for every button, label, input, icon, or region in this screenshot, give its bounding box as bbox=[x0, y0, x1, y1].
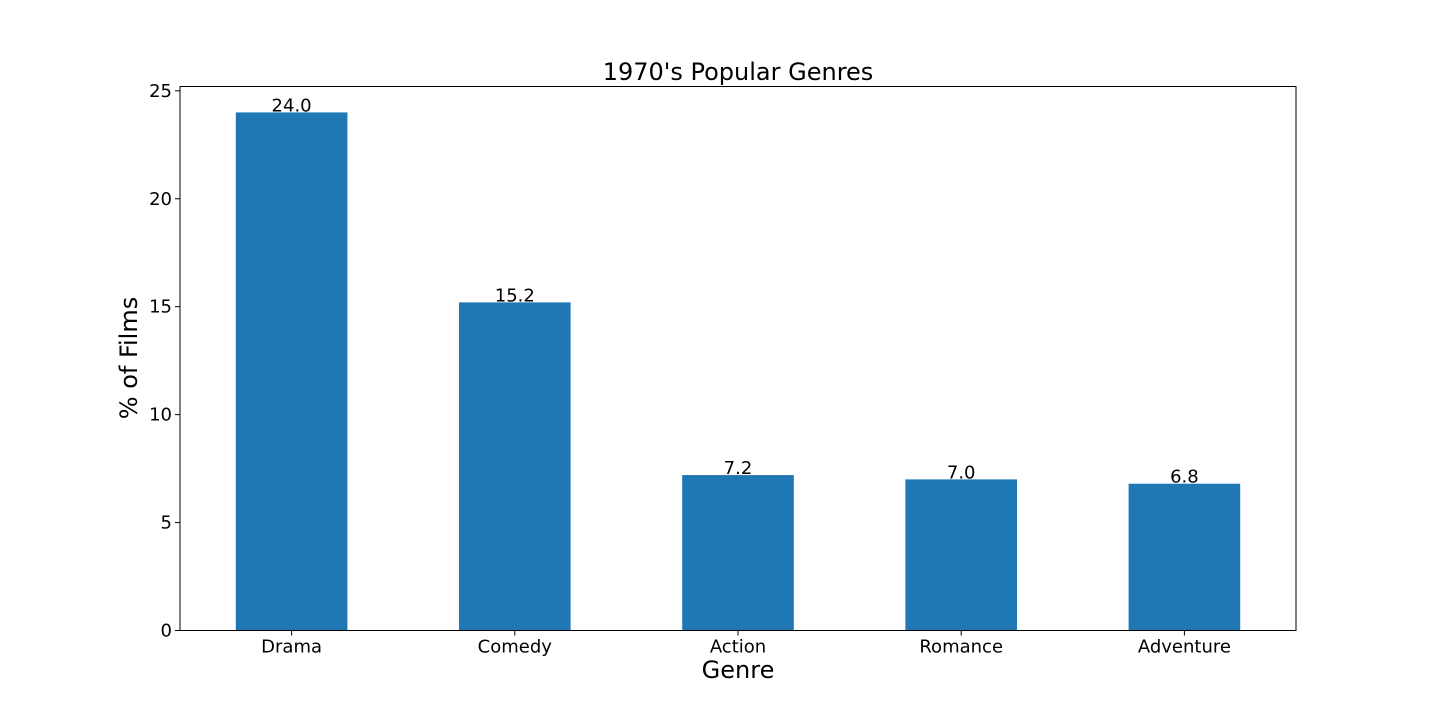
x-tick-label: Action bbox=[710, 637, 766, 658]
y-tick-label: 10 bbox=[149, 405, 172, 426]
bar-comedy bbox=[459, 302, 571, 631]
y-tick-label: 0 bbox=[161, 621, 172, 642]
bar-drama bbox=[235, 112, 348, 631]
y-tick-label: 20 bbox=[149, 189, 172, 210]
bar-adventure bbox=[1128, 483, 1241, 631]
chart-title: 1970's Popular Genres bbox=[603, 58, 874, 86]
y-axis: 0 5 10 15 20 25 bbox=[149, 81, 180, 642]
data-label-comedy: 15.2 bbox=[495, 285, 535, 306]
data-label-drama: 24.0 bbox=[272, 95, 312, 116]
bar-romance bbox=[905, 479, 1017, 631]
x-axis-label: Genre bbox=[702, 656, 775, 684]
x-axis: Drama Comedy Action Romance Adventure bbox=[261, 630, 1231, 658]
data-label-romance: 7.0 bbox=[947, 462, 976, 483]
y-axis-label: % of Films bbox=[115, 297, 143, 419]
x-tick-label: Adventure bbox=[1138, 637, 1231, 658]
data-label-action: 7.2 bbox=[724, 458, 753, 479]
data-labels-group: 24.0 15.2 7.2 7.0 6.8 bbox=[272, 95, 1199, 487]
y-tick-label: 15 bbox=[149, 297, 172, 318]
x-tick-label: Drama bbox=[261, 637, 322, 658]
plot-frame bbox=[179, 86, 1297, 631]
x-tick-label: Romance bbox=[919, 637, 1003, 658]
bars-group bbox=[235, 112, 1241, 631]
bar-action bbox=[682, 475, 794, 631]
x-tick-label: Comedy bbox=[478, 637, 553, 658]
y-tick-label: 5 bbox=[161, 513, 172, 534]
y-tick-label: 25 bbox=[149, 81, 172, 102]
data-label-adventure: 6.8 bbox=[1170, 467, 1199, 488]
